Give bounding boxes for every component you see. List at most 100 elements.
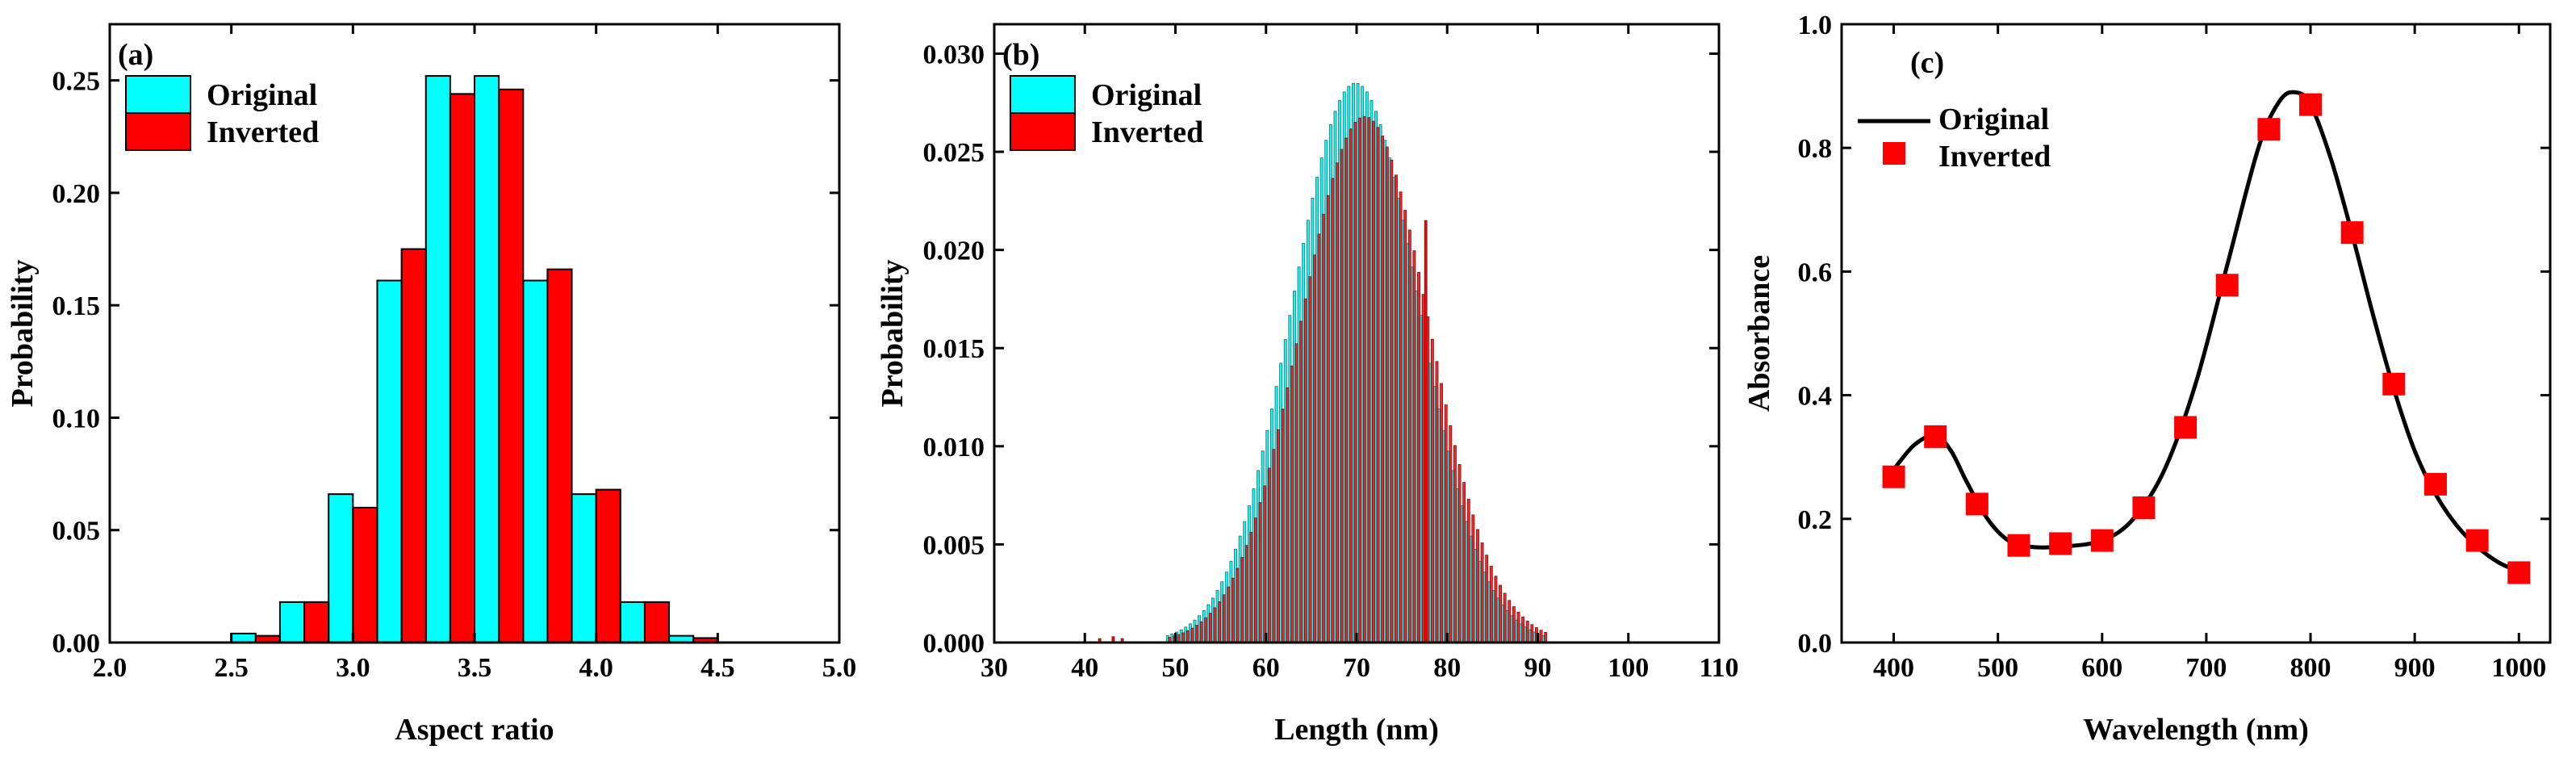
panel-c-xtick-label-0: 400	[1873, 653, 1914, 683]
panel-c-inverted-point-9	[2257, 118, 2281, 141]
panel-b-bar-inverted-10	[1213, 607, 1217, 643]
panel-b-bar-inverted-53	[1407, 229, 1411, 643]
panel-b-bar-inverted-76	[1512, 606, 1516, 643]
panel-b-histogram-length: 30 40 50 60 70 80 90 100 110 0.000 0.005 0.010 0.015…	[876, 23, 1739, 747]
panel-b-bar-inverted-40	[1349, 128, 1353, 643]
panel-a-xtick-label-1: 2.5	[214, 653, 249, 683]
panel-b-legend-inverted-label: Inverted	[1091, 115, 1203, 149]
panel-b-bar-inverted-69	[1480, 542, 1484, 643]
panel-a-ytick-label-4: 0.20	[52, 179, 101, 209]
panel-c-xtick-label-2: 600	[2081, 653, 2122, 683]
panel-b-bar-inverted-51	[1399, 191, 1403, 643]
panel-b-ytick-label-1: 0.005	[923, 530, 985, 560]
panel-a-ytick-label-0: 0.00	[52, 629, 101, 659]
panel-b-bar-inverted-68	[1476, 529, 1479, 643]
panel-a-bar-original-2	[328, 493, 354, 643]
panel-b-y-axis-title: Probability	[876, 260, 910, 408]
panel-a-bar-original-8	[619, 601, 646, 643]
panel-b-bar-inverted-33	[1317, 233, 1321, 643]
panel-b-bar-inverted-3	[1181, 632, 1186, 643]
panel-b-xtick-label-5: 80	[1433, 653, 1461, 683]
panel-b-bar-inverted-8	[1204, 617, 1208, 643]
panel-a-bar-inverted-4	[449, 93, 475, 643]
panel-b-bar-inverted-83	[1544, 632, 1548, 643]
panel-b-bar-inverted-36	[1331, 178, 1335, 643]
panel-a-xtick-label-3: 3.5	[458, 653, 492, 683]
panel-c-y-axis-title: Absorbance	[1742, 255, 1776, 412]
panel-a-bar-original-7	[571, 493, 597, 643]
panel-a-legend-original-label: Original	[207, 78, 317, 112]
panel-a-bar-inverted-3	[400, 248, 427, 643]
panel-a-bar-inverted-8	[643, 601, 671, 643]
panel-a-bars	[230, 75, 719, 644]
panel-b-bar-inverted-14	[1231, 577, 1235, 643]
panel-b-bar-inverted-22	[1267, 467, 1271, 643]
panel-b-bar-inverted-12	[1222, 594, 1226, 643]
panel-b-bar-inverted-45	[1371, 120, 1375, 643]
panel-a-ytick-label-5: 0.25	[52, 67, 101, 97]
panel-b-bar-inverted-47	[1381, 136, 1385, 643]
panel-c-ytick-label-1: 0.2	[1798, 505, 1833, 535]
panel-b-ytick-label-5: 0.025	[923, 138, 985, 168]
panel-b-legend-original-label: Original	[1091, 78, 1202, 112]
panel-c-legend-inverted-label: Inverted	[1938, 140, 2051, 174]
panel-b-bar-inverted-62	[1449, 425, 1453, 643]
panel-b-bar-inverted-6	[1195, 625, 1198, 643]
panel-b-bar-inverted-34	[1322, 213, 1326, 643]
panel-b-bar-inverted-44	[1367, 117, 1371, 643]
panel-b-bars	[1098, 82, 1548, 643]
panel-b-x-axis-title: Length (nm)	[1274, 713, 1439, 747]
panel-a-axes: 2.0 2.5 3.0 3.5 4.0 4.5 5.0 0.00 0.05 0.10 0.15 0.2…	[52, 23, 857, 683]
panel-a-bar-inverted-6	[546, 268, 573, 643]
panel-c-legend-original-label: Original	[1938, 103, 2049, 136]
panel-b-ytick-label-3: 0.015	[923, 334, 985, 364]
panel-a-legend-inverted-label: Inverted	[207, 115, 319, 149]
panel-c-inverted-point-4	[2049, 532, 2072, 555]
panel-b-bar-inverted-64	[1457, 463, 1462, 643]
panel-c-xtick-label-1: 500	[1977, 653, 2018, 683]
panel-a-bar-inverted-2	[352, 506, 378, 644]
panel-c-x-axis-title: Wavelength (nm)	[2083, 713, 2309, 747]
panel-b-bar-inverted-73	[1499, 584, 1503, 643]
panel-a-xtick-label-6: 5.0	[822, 653, 857, 683]
panel-b-bar-inverted-79	[1525, 620, 1529, 643]
panel-c-inverted-point-11	[2340, 221, 2364, 245]
panel-a-label: (a)	[118, 38, 153, 72]
panel-b-ytick-label-0: 0.000	[923, 629, 985, 659]
panel-c-inverted-point-8	[2215, 274, 2239, 297]
panel-a-bar-original-1	[278, 601, 306, 643]
panel-b-bar-inverted-37	[1336, 162, 1339, 643]
panel-b-bar-inverted-31	[1308, 276, 1312, 643]
panel-b-bar-inverted-49	[1390, 159, 1394, 643]
panel-b-bar-inverted-38	[1340, 149, 1344, 643]
panel-c-inverted-point-5	[2090, 529, 2114, 552]
panel-c-xtick-label-4: 800	[2290, 653, 2331, 683]
panel-b-ytick-label-6: 0.030	[923, 40, 985, 69]
panel-b-bar-inverted-30	[1303, 298, 1307, 643]
panel-b-legend-inverted-swatch	[1010, 112, 1076, 151]
panel-b-bar-inverted-54	[1412, 250, 1416, 643]
panel-a-xtick-label-2: 3.0	[336, 653, 370, 683]
panel-c-original-line	[1892, 90, 2520, 574]
panel-c-absorbance-spectrum: 400 500 600 700 800 900 1000 0.0 0.2 0.4 0.6 0.8 1.0…	[1742, 10, 2552, 747]
panel-b-bar-inverted-25	[1281, 408, 1285, 643]
panel-c-inverted-point-12	[2382, 372, 2406, 396]
panel-b-bar-inverted-21	[1263, 485, 1267, 643]
panel-c-inverted-point-0	[1882, 465, 1905, 488]
panel-b-ytick-label-2: 0.010	[923, 433, 985, 463]
panel-c-label: (c)	[1910, 46, 1944, 80]
panel-b-bar-inverted-55	[1417, 271, 1420, 643]
panel-c-axes: 400 500 600 700 800 900 1000 0.0 0.2 0.4 0.6 0.8 1.0	[1798, 10, 2552, 683]
panel-a-ytick-label-1: 0.05	[52, 517, 101, 546]
panel-b-xtick-label-1: 40	[1071, 653, 1098, 683]
panel-c-legend-inverted-marker	[1883, 142, 1905, 165]
panel-b-bar-inverted-32	[1312, 254, 1316, 643]
panel-b-bar-inverted-71	[1489, 566, 1493, 643]
panel-a-bar-inverted-5	[498, 88, 525, 643]
panel-a-x-axis-title: Aspect ratio	[395, 713, 554, 747]
panel-b-bar-inverted-74	[1503, 592, 1507, 643]
panel-b-bar-inverted-7	[1199, 621, 1203, 643]
panel-b-spike-0	[1424, 220, 1428, 643]
panel-c-legend: Original Inverted	[1858, 103, 2051, 174]
panel-a-bar-original-4	[424, 75, 451, 644]
